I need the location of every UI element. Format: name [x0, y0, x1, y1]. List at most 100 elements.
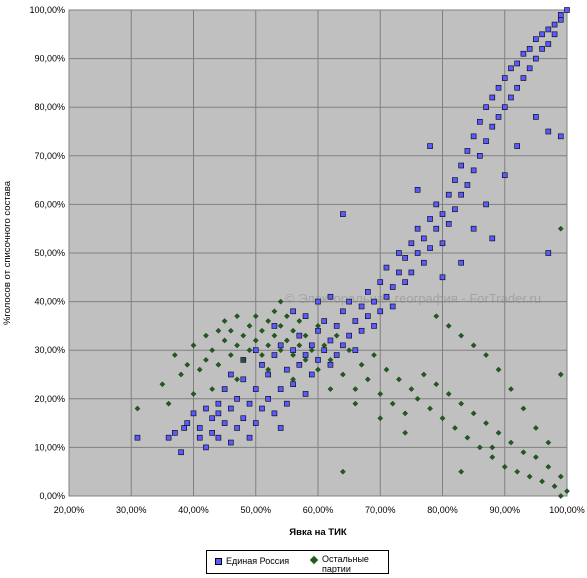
- legend-square-marker: [215, 558, 222, 565]
- data-point-square: [458, 162, 464, 169]
- data-point-square: [514, 84, 521, 91]
- data-point-square: [501, 172, 508, 179]
- data-point-diamond: [234, 376, 240, 383]
- data-point-diamond: [265, 366, 272, 373]
- data-point-square: [302, 313, 309, 319]
- data-point-diamond: [178, 371, 184, 378]
- data-point-diamond: [402, 429, 409, 436]
- data-point-square: [439, 274, 446, 281]
- data-point-diamond: [165, 400, 172, 407]
- legend-label: Единая Россия: [226, 556, 290, 566]
- data-point-square: [327, 293, 334, 300]
- data-point-square: [333, 352, 340, 358]
- data-point-diamond: [545, 463, 552, 470]
- data-point-diamond: [246, 323, 253, 329]
- data-point-diamond: [227, 327, 234, 334]
- data-point-square: [445, 221, 452, 227]
- y-axis-ticks: 0,00% 10,00% 20,00% 30,00% 40,00% 50,00% 60,00…: [29, 5, 65, 501]
- data-point-diamond: [352, 386, 359, 392]
- data-point-square: [181, 425, 187, 431]
- data-point-diamond: [526, 473, 533, 480]
- data-point-diamond: [551, 483, 558, 490]
- data-points: [134, 7, 570, 499]
- data-point-diamond: [271, 308, 278, 315]
- data-point-diamond: [340, 468, 346, 475]
- data-point-diamond: [389, 400, 396, 407]
- data-point-square: [421, 235, 427, 242]
- data-point-diamond: [470, 410, 477, 417]
- data-point-square: [277, 342, 284, 349]
- data-point-square: [470, 225, 477, 232]
- data-point-diamond: [520, 405, 527, 412]
- data-point-diamond: [358, 361, 365, 368]
- data-point-square: [346, 298, 352, 305]
- data-point-diamond: [290, 327, 296, 334]
- data-point-square: [489, 123, 496, 130]
- data-point-diamond: [221, 318, 228, 324]
- data-point-square: [489, 94, 496, 101]
- y-tick-label: 60,00%: [34, 199, 65, 209]
- data-point-square: [557, 16, 564, 23]
- data-point-diamond: [252, 337, 259, 344]
- data-point-diamond: [327, 357, 334, 363]
- data-point-square: [545, 250, 552, 256]
- data-point-diamond: [196, 366, 203, 373]
- legend-item-other-parties: Остальные партии: [309, 554, 389, 574]
- data-point-square: [296, 332, 303, 339]
- data-point-diamond: [470, 342, 477, 349]
- data-point-square: [483, 104, 489, 110]
- x-tick-label: 20,00%: [54, 505, 85, 515]
- data-point-square: [308, 371, 315, 378]
- data-point-diamond: [203, 357, 209, 363]
- data-point-square: [514, 143, 521, 149]
- data-point-diamond: [364, 376, 371, 383]
- data-point-diamond: [508, 439, 514, 446]
- data-point-diamond: [433, 381, 440, 388]
- data-point-square: [495, 114, 502, 120]
- data-point-square: [252, 420, 259, 426]
- data-point-square: [402, 279, 408, 285]
- data-point-square: [464, 182, 471, 188]
- data-point-square: [246, 400, 253, 407]
- data-point-square: [333, 323, 340, 329]
- chart-legend: Единая Россия Остальные партии: [206, 550, 389, 574]
- data-point-square: [414, 250, 421, 256]
- data-point-diamond: [190, 391, 197, 397]
- data-point-square: [327, 337, 334, 344]
- data-point-square: [302, 391, 309, 397]
- data-point-diamond: [290, 376, 296, 383]
- data-point-diamond: [420, 371, 427, 378]
- x-tick-label: 30,00%: [116, 505, 147, 515]
- data-point-diamond: [495, 366, 502, 373]
- data-point-diamond: [458, 332, 465, 339]
- data-point-diamond: [283, 337, 290, 344]
- data-point-square: [452, 177, 458, 183]
- data-point-square: [551, 21, 558, 28]
- data-point-square: [433, 225, 440, 232]
- data-point-diamond: [302, 332, 309, 339]
- data-point-square: [520, 50, 527, 57]
- y-tick-label: 80,00%: [34, 102, 65, 112]
- data-point-square: [234, 425, 240, 431]
- data-point-square: [501, 104, 508, 110]
- data-point-square: [526, 46, 533, 52]
- data-point-square: [178, 449, 184, 456]
- data-point-diamond: [377, 415, 384, 422]
- data-point-square: [271, 410, 278, 417]
- y-tick-label: 50,00%: [34, 248, 65, 258]
- y-tick-label: 20,00%: [34, 394, 65, 404]
- data-point-square: [483, 201, 489, 208]
- data-point-diamond: [240, 332, 247, 339]
- data-point-square: [228, 439, 234, 446]
- data-point-diamond: [209, 347, 216, 354]
- data-point-square: [190, 410, 197, 417]
- data-point-diamond: [308, 347, 315, 354]
- data-point-square: [252, 386, 259, 392]
- data-point-square: [240, 415, 247, 422]
- data-point-square: [246, 434, 253, 441]
- data-point-diamond: [134, 405, 141, 412]
- data-point-diamond: [346, 347, 353, 354]
- data-point-diamond: [539, 478, 545, 485]
- data-point-diamond: [283, 313, 290, 320]
- data-point-diamond: [414, 395, 421, 402]
